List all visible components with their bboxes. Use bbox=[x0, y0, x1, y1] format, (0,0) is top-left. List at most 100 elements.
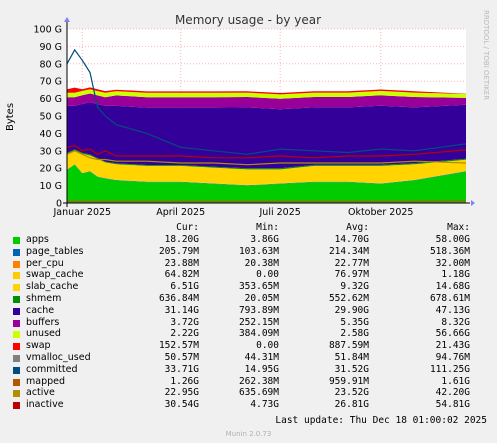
legend-cur-value: 22.95G bbox=[164, 387, 199, 399]
line-active bbox=[66, 150, 467, 166]
legend-avg-value: 9.32G bbox=[340, 281, 369, 293]
legend-min-value: 20.38M bbox=[244, 257, 279, 269]
area-cache bbox=[67, 102, 466, 169]
legend-row-inactive: inactive 30.54G 4.73G 26.81G 54.81G bbox=[0, 399, 497, 411]
legend-row-cache: cache 31.14G 793.89M 29.90G 47.13G bbox=[0, 305, 497, 317]
line-mapped bbox=[67, 200, 467, 202]
legend-label: active bbox=[26, 387, 55, 399]
legend-min-value: 0.00 bbox=[256, 340, 279, 352]
legend-label: buffers bbox=[26, 316, 60, 328]
legend-avg-value: 26.81G bbox=[334, 399, 369, 411]
legend-label: slab_cache bbox=[26, 281, 79, 293]
y-tick-label: 10 G bbox=[40, 181, 62, 192]
y-tick-label: 50 G bbox=[40, 112, 62, 123]
legend-max-value: 1.18G bbox=[441, 269, 470, 281]
legend-label: inactive bbox=[26, 399, 64, 411]
legend-avg-value: 23.52G bbox=[334, 387, 369, 399]
x-axis-arrow bbox=[471, 200, 475, 206]
legend-swatch bbox=[13, 366, 20, 374]
legend-min-value: 14.95G bbox=[244, 363, 279, 375]
legend-min-value: 384.09M bbox=[238, 328, 279, 340]
legend-swatch bbox=[13, 260, 20, 268]
legend-row-per_cpu: per_cpu 23.88M 20.38M 22.77M 32.00M bbox=[0, 258, 497, 270]
y-axis-arrow bbox=[64, 17, 70, 22]
legend-row-buffers: buffers 3.72G 252.15M 5.35G 8.32G bbox=[0, 317, 497, 329]
legend-label: swap_cache bbox=[26, 269, 84, 281]
legend-row-apps: apps 18.20G 3.86G 14.70G 58.00G bbox=[0, 234, 497, 246]
legend-max-value: 56.66G bbox=[435, 328, 470, 340]
legend-avg-value: 214.34M bbox=[328, 245, 369, 257]
y-axis-label: Bytes bbox=[5, 103, 16, 131]
legend-max-value: 1.61G bbox=[441, 375, 470, 387]
legend-row-swap: swap 152.57M 0.00 887.59M 21.43G bbox=[0, 340, 497, 352]
legend-avg-value: 31.52G bbox=[334, 363, 369, 375]
legend-label: page_tables bbox=[26, 245, 84, 257]
legend-swatch bbox=[13, 307, 20, 315]
legend-max-value: 21.43G bbox=[435, 340, 470, 352]
legend-swatch bbox=[13, 390, 20, 398]
stacked-areas bbox=[67, 87, 466, 203]
legend-max-value: 678.61M bbox=[429, 293, 470, 304]
y-tick-label: 20 G bbox=[40, 164, 62, 175]
legend-label: per_cpu bbox=[26, 257, 64, 269]
legend-swatch bbox=[13, 378, 20, 386]
legend-row-committed: committed 33.71G 14.95G 31.52G 111.25G bbox=[0, 364, 497, 376]
legend-max-value: 8.32G bbox=[441, 316, 470, 328]
legend-max-value: 58.00G bbox=[435, 234, 470, 245]
legend-header: Cur: Min: Avg: Max: bbox=[0, 222, 497, 234]
legend-avg-value: 51.84M bbox=[334, 352, 369, 363]
legend-swatch bbox=[13, 331, 20, 339]
legend-label: mapped bbox=[26, 375, 66, 387]
legend-cur-value: 31.14G bbox=[164, 304, 199, 316]
legend-min-value: 103.63M bbox=[238, 245, 279, 257]
header-max: Max: bbox=[447, 222, 470, 233]
chart-title: Memory usage - by year bbox=[175, 13, 321, 27]
x-tick-label: April 2025 bbox=[156, 207, 205, 218]
x-tick-label: Oktober 2025 bbox=[348, 207, 414, 218]
legend-cur-value: 50.57M bbox=[164, 352, 199, 363]
x-tick-label: Juli 2025 bbox=[259, 207, 301, 218]
y-tick-label: 80 G bbox=[40, 59, 62, 70]
legend-label: unused bbox=[26, 328, 61, 340]
legend-max-value: 47.13G bbox=[435, 304, 470, 316]
area-unused bbox=[67, 89, 466, 99]
legend-swatch bbox=[13, 237, 20, 244]
legend-cur-value: 30.54G bbox=[164, 399, 199, 411]
legend-swatch bbox=[13, 319, 20, 327]
legend-row-vmalloc_used: vmalloc_used 50.57M 44.31M 51.84M 94.76M bbox=[0, 352, 497, 364]
legend-min-value: 20.05M bbox=[244, 293, 279, 304]
legend-row-shmem: shmem 636.84M 20.05M 552.62M 678.61M bbox=[0, 293, 497, 305]
legend-swatch bbox=[13, 355, 20, 362]
legend-min-value: 0.00 bbox=[256, 269, 279, 281]
x-axis: Januar 2025 April 2025 Juli 2025 Oktober 20… bbox=[53, 207, 414, 218]
legend-cur-value: 3.72G bbox=[170, 316, 199, 328]
legend-row-page_tables: page_tables 205.79M 103.63M 214.34M 518.36M bbox=[0, 246, 497, 258]
legend-cur-value: 6.51G bbox=[170, 281, 199, 293]
legend-min-value: 262.38M bbox=[238, 375, 279, 387]
legend-cur-value: 636.84M bbox=[158, 293, 199, 304]
legend-row-swap_cache: swap_cache 64.82M 0.00 76.97M 1.18G bbox=[0, 269, 497, 281]
legend-max-value: 54.81G bbox=[435, 399, 470, 411]
y-tick-label: 40 G bbox=[40, 129, 62, 140]
area-buffers bbox=[67, 93, 466, 110]
legend-label: shmem bbox=[26, 293, 62, 304]
y-tick-label: 0 bbox=[56, 199, 62, 210]
legend-min-value: 793.89M bbox=[238, 304, 279, 316]
rrdtool-watermark: RRDTOOL / TOBI OETIKER bbox=[482, 10, 490, 101]
legend-swatch bbox=[13, 284, 20, 292]
legend-label: vmalloc_used bbox=[26, 352, 91, 363]
legend-label: apps bbox=[26, 234, 49, 245]
memory-usage-chart: Memory usage - by year Bytes 0 10 G 20 G 30… bbox=[5, 13, 475, 218]
y-tick-label: 70 G bbox=[40, 77, 62, 88]
legend-min-value: 44.31M bbox=[244, 352, 279, 363]
header-cur: Cur: bbox=[176, 222, 199, 233]
legend-min-value: 252.15M bbox=[238, 316, 279, 328]
last-update: Last update: Thu Dec 18 01:00:02 2025 bbox=[275, 415, 487, 426]
legend-avg-value: 552.62M bbox=[328, 293, 369, 304]
area-swap bbox=[67, 87, 466, 95]
legend-min-value: 635.69M bbox=[238, 387, 279, 399]
legend-max-value: 42.20G bbox=[435, 387, 470, 399]
legend-min-value: 4.73G bbox=[250, 399, 279, 411]
legend-cur-value: 1.26G bbox=[170, 375, 199, 387]
legend-avg-value: 22.77M bbox=[334, 257, 369, 269]
